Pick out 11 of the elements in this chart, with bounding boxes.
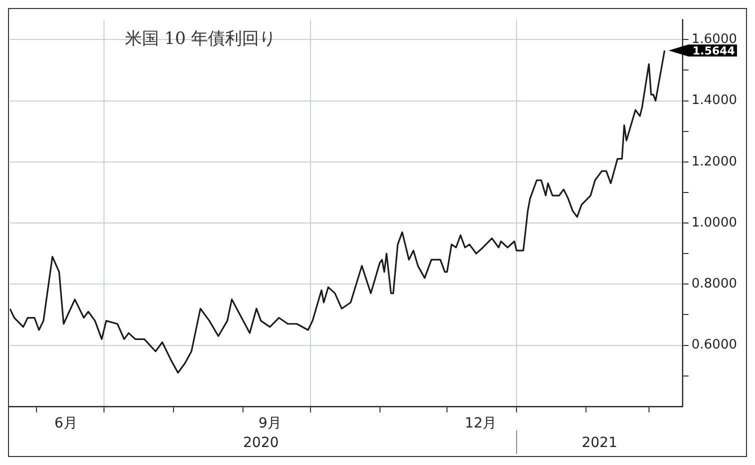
y-tick-label: 1.4000 bbox=[692, 93, 738, 108]
x2-tick-label: 2020 bbox=[243, 435, 279, 452]
x-tick-label: 9月 bbox=[258, 415, 282, 432]
y-tick-label: 1.0000 bbox=[692, 215, 738, 230]
y-tick-label: 0.6000 bbox=[692, 338, 738, 353]
y-tick-label: 0.8000 bbox=[692, 276, 738, 292]
x-tick-label: 6月 bbox=[54, 415, 78, 432]
x-tick-label: 12月 bbox=[464, 415, 497, 432]
text: 米国 10 年債利回り bbox=[124, 29, 276, 50]
y-tick-label: 1.2000 bbox=[692, 154, 738, 170]
x2-tick-label: 2021 bbox=[582, 435, 618, 452]
